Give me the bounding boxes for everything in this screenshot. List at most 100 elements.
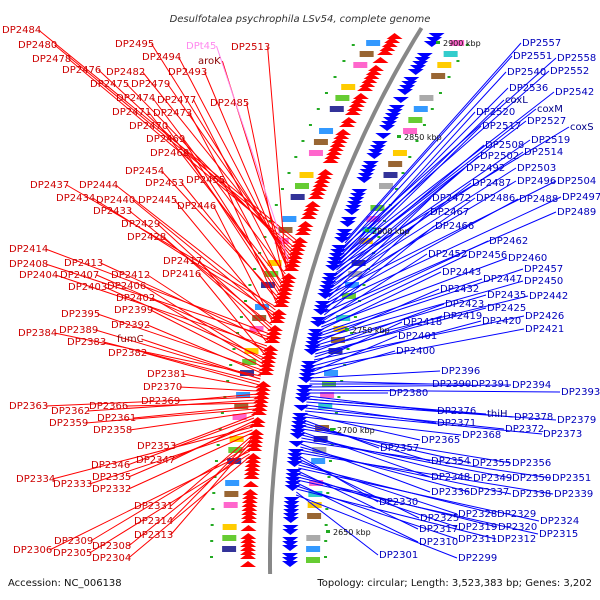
left-tick-dot: [216, 444, 220, 446]
right-gene-label-leader: [329, 180, 557, 295]
left-gene-label: DP2331: [134, 501, 173, 512]
right-annotation-block: [328, 348, 343, 354]
right-gene-label: DP2542: [555, 87, 594, 98]
right-gene-label: DP2425: [487, 303, 526, 314]
forward-gene-arrow: [250, 409, 267, 415]
left-gene-label-leader: [213, 205, 273, 323]
left-tick-dot: [210, 556, 214, 558]
left-gene-label: DP2429: [121, 219, 160, 230]
right-gene-label: DP2400: [396, 346, 435, 357]
reverse-gene-arrow: [326, 261, 343, 267]
right-tick-dot: [447, 76, 451, 78]
right-annotation-block: [307, 502, 322, 508]
reverse-gene-arrow: [290, 429, 307, 435]
reverse-gene-arrow: [293, 405, 310, 411]
forward-gene-arrow: [386, 33, 403, 39]
left-gene-label: DP2475: [90, 79, 129, 90]
kbp-tick-mark: [436, 41, 440, 44]
left-gene-label: DP2477: [157, 95, 196, 106]
left-gene-label-leader: [186, 152, 280, 296]
right-gene-label-leader: [305, 407, 505, 430]
right-tick-dot: [334, 412, 338, 414]
right-gene-label-leader: [305, 410, 543, 435]
right-gene-label-leader: [299, 449, 512, 495]
right-gene-name: coxS: [570, 122, 594, 133]
left-tick-dot: [212, 492, 216, 494]
right-gene-label: DP2432: [440, 284, 479, 295]
reverse-gene-arrow: [412, 61, 429, 67]
forward-gene-arrow: [344, 109, 361, 115]
forward-gene-arrow: [244, 461, 261, 467]
kbp-tick-mark: [365, 229, 369, 232]
right-gene-label: DP2315: [539, 529, 578, 540]
right-gene-name-leader: [306, 398, 487, 415]
left-annotation-block: [244, 348, 259, 354]
right-annotation-block: [403, 128, 418, 134]
kbp-tick-mark: [397, 135, 401, 138]
right-annotation-block: [324, 370, 339, 376]
right-gene-name-leader: [338, 99, 505, 262]
left-gene-label: DP2513: [231, 42, 270, 53]
reverse-gene-arrow: [357, 173, 374, 179]
forward-gene-arrow: [257, 369, 274, 375]
left-annotation-block: [366, 40, 381, 46]
reverse-gene-arrow: [321, 277, 338, 283]
reverse-gene-arrow: [384, 113, 401, 119]
right-gene-label: DP2299: [458, 553, 497, 564]
forward-gene-arrow: [247, 437, 264, 443]
right-tick-dot: [408, 156, 412, 158]
left-gene-label-leader: [103, 341, 260, 383]
right-gene-label: DP2379: [557, 415, 596, 426]
left-gene-label-leader: [87, 399, 257, 412]
forward-gene-arrow: [338, 121, 355, 127]
right-annotation-block: [408, 117, 423, 123]
left-gene-label: DP2358: [93, 425, 132, 436]
left-gene-label: DP2407: [60, 270, 99, 281]
right-gene-label: DP2450: [524, 276, 563, 287]
right-gene-label: DP2460: [508, 253, 547, 264]
reverse-gene-arrow: [303, 349, 320, 355]
left-annotation-block: [222, 546, 237, 552]
right-gene-label: DP2442: [529, 291, 568, 302]
trna-label-leader: [216, 45, 290, 263]
right-gene-label: DP2348: [431, 472, 470, 483]
forward-gene-arrow: [280, 273, 297, 279]
forward-gene-arrow: [244, 457, 261, 463]
left-gene-label: DP2403: [68, 282, 107, 293]
left-gene-label: DP2314: [134, 516, 173, 527]
right-gene-label: DP2558: [557, 53, 596, 64]
left-gene-label-leader: [133, 405, 256, 419]
right-gene-label: DP2488: [519, 194, 558, 205]
reverse-gene-arrow: [371, 141, 388, 147]
left-gene-label: DP2416: [162, 269, 201, 280]
right-annotation-block: [378, 183, 393, 189]
left-tick-dot: [236, 332, 240, 334]
forward-gene-arrow: [279, 277, 296, 283]
forward-gene-arrow: [331, 137, 348, 143]
forward-gene-arrow: [258, 365, 275, 371]
forward-gene-arrow: [252, 397, 269, 403]
forward-gene-arrow: [277, 285, 294, 291]
left-gene-label: DP2470: [129, 121, 168, 132]
right-gene-label-leader: [344, 55, 513, 244]
right-tick-dot: [330, 444, 334, 446]
right-gene-label-leader: [302, 425, 472, 464]
forward-gene-arrow: [311, 185, 328, 191]
reverse-gene-arrow: [288, 441, 305, 447]
right-tick-dot: [362, 284, 366, 286]
right-annotation-block: [392, 150, 407, 156]
forward-gene-arrow: [322, 157, 339, 163]
reverse-gene-arrow: [284, 481, 301, 487]
reverse-gene-arrow: [407, 69, 424, 75]
forward-gene-arrow: [261, 349, 278, 355]
right-gene-label-leader: [298, 461, 458, 515]
right-gene-label-leader: [334, 155, 480, 277]
reverse-gene-arrow: [340, 217, 357, 223]
forward-gene-arrow: [300, 213, 317, 219]
reverse-gene-arrow: [345, 205, 362, 211]
forward-gene-arrow: [259, 361, 276, 367]
right-gene-label: DP2486: [476, 193, 515, 204]
kbp-position-label: 2750 kbp: [352, 326, 390, 335]
right-gene-label: DP2492: [466, 163, 505, 174]
accession-text: Accession: NC_006138: [8, 578, 122, 589]
